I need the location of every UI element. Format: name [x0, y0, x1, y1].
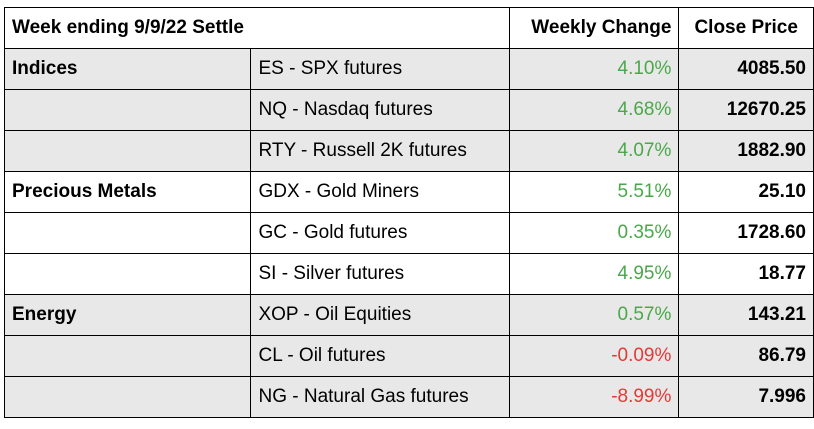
instrument-name: GDX - Gold Miners — [250, 171, 510, 213]
instrument-name: CL - Oil futures — [250, 335, 510, 377]
group-label — [3, 212, 252, 254]
table-row: NG - Natural Gas futures -8.99% 7.996 — [3, 376, 814, 418]
close-price-value: 7.996 — [678, 376, 814, 418]
instrument-name: RTY - Russell 2K futures — [250, 130, 510, 172]
group-label — [3, 130, 252, 172]
group-label — [3, 376, 252, 418]
group-label — [3, 253, 252, 295]
table-row: GC - Gold futures 0.35% 1728.60 — [3, 212, 814, 254]
group-label — [3, 335, 252, 377]
table-row: RTY - Russell 2K futures 4.07% 1882.90 — [3, 130, 814, 172]
instrument-name: SI - Silver futures — [250, 253, 510, 295]
futures-settle-table: Week ending 9/9/22 Settle Weekly Change … — [3, 7, 814, 418]
table-title: Week ending 9/9/22 Settle — [3, 7, 251, 49]
close-price-value: 1882.90 — [678, 130, 814, 172]
group-label: Energy — [3, 294, 252, 336]
weekly-change-value: 4.95% — [508, 253, 680, 295]
weekly-change-header: Weekly Change — [508, 7, 680, 49]
group-label: Indices — [3, 48, 252, 90]
close-price-value: 143.21 — [678, 294, 814, 336]
weekly-change-value: 0.35% — [508, 212, 680, 254]
close-price-value: 4085.50 — [678, 48, 814, 90]
weekly-change-value: 0.57% — [508, 294, 680, 336]
weekly-change-value: -8.99% — [508, 376, 680, 418]
instrument-name: GC - Gold futures — [250, 212, 510, 254]
instrument-name: NG - Natural Gas futures — [250, 376, 510, 418]
close-price-value: 1728.60 — [678, 212, 814, 254]
group-label — [3, 89, 252, 131]
instrument-header — [250, 7, 510, 49]
close-price-value: 25.10 — [678, 171, 814, 213]
close-price-value: 86.79 — [678, 335, 814, 377]
weekly-change-value: -0.09% — [508, 335, 680, 377]
instrument-name: ES - SPX futures — [250, 48, 510, 90]
weekly-change-value: 5.51% — [508, 171, 680, 213]
instrument-name: XOP - Oil Equities — [250, 294, 510, 336]
close-price-value: 18.77 — [678, 253, 814, 295]
close-price-value: 12670.25 — [678, 89, 814, 131]
table-row: Energy XOP - Oil Equities 0.57% 143.21 — [3, 294, 814, 336]
table-row: NQ - Nasdaq futures 4.68% 12670.25 — [3, 89, 814, 131]
instrument-name: NQ - Nasdaq futures — [250, 89, 510, 131]
weekly-change-value: 4.10% — [508, 48, 680, 90]
table-row: Precious Metals GDX - Gold Miners 5.51% … — [3, 171, 814, 213]
table-row: CL - Oil futures -0.09% 86.79 — [3, 335, 814, 377]
table-header-row: Week ending 9/9/22 Settle Weekly Change … — [3, 7, 814, 49]
close-price-header: Close Price — [678, 7, 814, 49]
table-row: Indices ES - SPX futures 4.10% 4085.50 — [3, 48, 814, 90]
weekly-change-value: 4.68% — [508, 89, 680, 131]
group-label: Precious Metals — [3, 171, 252, 213]
table-row: SI - Silver futures 4.95% 18.77 — [3, 253, 814, 295]
weekly-change-value: 4.07% — [508, 130, 680, 172]
